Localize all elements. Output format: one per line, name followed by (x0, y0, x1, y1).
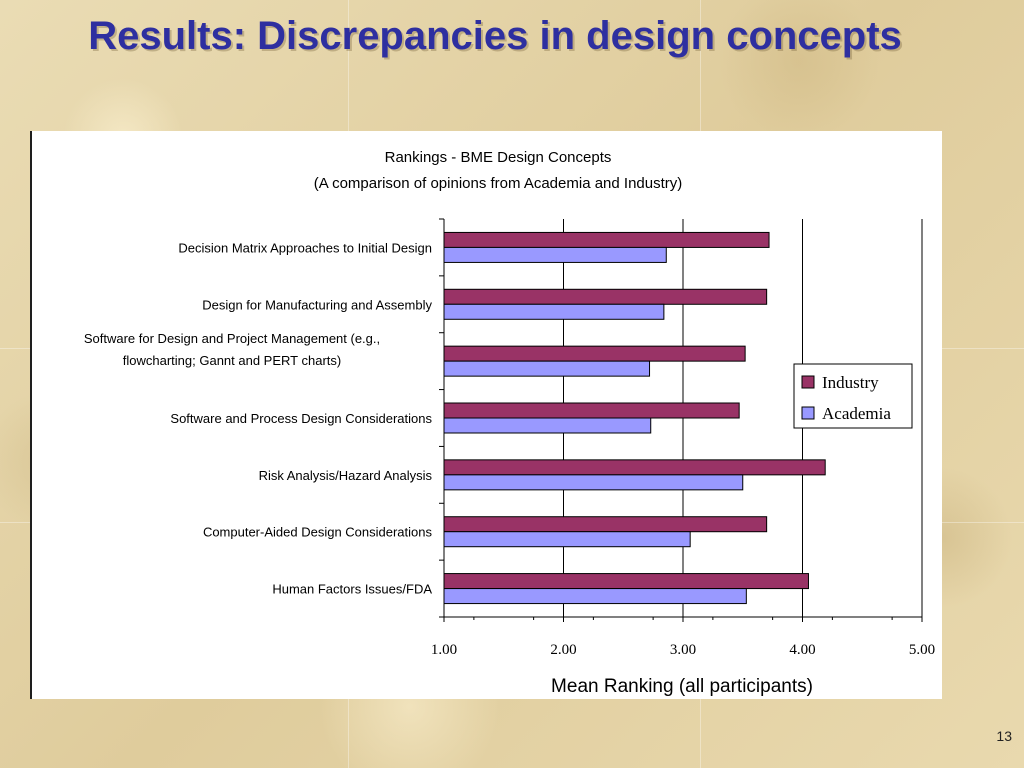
category-label: Human Factors Issues/FDA (272, 582, 432, 597)
bar-industry (443, 402, 740, 419)
legend-swatch-industry (801, 375, 815, 389)
x-tick-labels: 1.00 2.00 3.00 4.00 5.00 (431, 642, 935, 658)
legend: Industry Academia (793, 363, 913, 429)
bar-industry (443, 288, 768, 305)
legend-swatch-academia (801, 406, 815, 420)
category-label: Software for Design and Project Manageme… (84, 331, 380, 346)
bar-academia (443, 303, 665, 320)
legend-box (793, 363, 913, 429)
category-label: Risk Analysis/Hazard Analysis (259, 468, 433, 483)
bar-industry (443, 345, 746, 362)
axes (439, 218, 923, 622)
chart-panel: Rankings - BME Design Concepts (A compar… (30, 131, 942, 699)
page-number: 13 (996, 728, 1012, 744)
bar-industry (443, 516, 768, 533)
x-axis-title: Mean Ranking (all participants) (551, 676, 813, 697)
category-label: Software and Process Design Consideratio… (170, 411, 432, 426)
bar-academia (443, 474, 744, 491)
chart-subtitle: (A comparison of opinions from Academia … (314, 175, 683, 192)
bars (443, 231, 826, 605)
x-tick-label: 3.00 (670, 642, 696, 658)
bar-academia (443, 360, 651, 377)
category-labels: Decision Matrix Approaches to Initial De… (84, 240, 433, 596)
legend-label-academia: Academia (822, 404, 891, 423)
chart-title: Rankings - BME Design Concepts (385, 149, 612, 166)
bar-academia (443, 417, 652, 434)
bar-industry (443, 573, 809, 590)
bar-industry (443, 459, 826, 476)
bar-academia (443, 531, 691, 548)
x-tick-label: 1.00 (431, 642, 457, 658)
bar-chart: Rankings - BME Design Concepts (A compar… (84, 149, 935, 697)
x-tick-label: 4.00 (789, 642, 815, 658)
bar-academia (443, 246, 667, 263)
legend-label-industry: Industry (822, 373, 879, 392)
bar-academia (443, 588, 747, 605)
category-label: Decision Matrix Approaches to Initial De… (178, 240, 432, 255)
bar-industry (443, 231, 770, 248)
category-label: Computer-Aided Design Considerations (203, 525, 433, 540)
slide-title: Results: Discrepancies in design concept… (88, 14, 902, 58)
category-label: Design for Manufacturing and Assembly (202, 297, 432, 312)
category-label: flowcharting; Gannt and PERT charts) (123, 353, 341, 368)
x-tick-label: 2.00 (550, 642, 576, 658)
x-tick-label: 5.00 (909, 642, 935, 658)
